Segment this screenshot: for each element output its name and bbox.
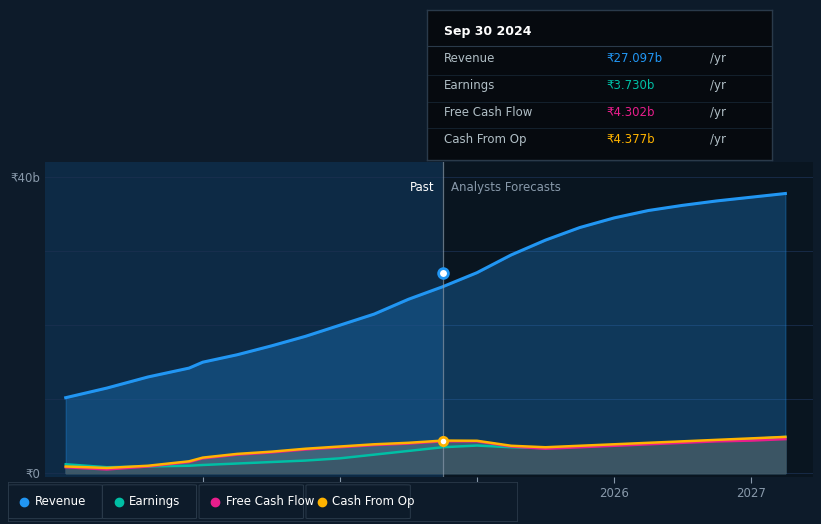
Text: Revenue: Revenue <box>444 52 496 66</box>
Text: Free Cash Flow: Free Cash Flow <box>226 495 314 508</box>
Text: ₹27.097b: ₹27.097b <box>606 52 663 66</box>
Text: ₹4.302b: ₹4.302b <box>606 106 654 119</box>
Text: Sep 30 2024: Sep 30 2024 <box>444 25 532 38</box>
Text: ₹4.377b: ₹4.377b <box>606 133 655 146</box>
Text: Cash From Op: Cash From Op <box>444 133 526 146</box>
Text: /yr: /yr <box>709 133 726 146</box>
Text: Past: Past <box>410 181 434 194</box>
Text: Free Cash Flow: Free Cash Flow <box>444 106 533 119</box>
Text: Earnings: Earnings <box>129 495 181 508</box>
Text: Earnings: Earnings <box>444 79 496 92</box>
Text: /yr: /yr <box>709 52 726 66</box>
Text: Analysts Forecasts: Analysts Forecasts <box>451 181 561 194</box>
Text: ₹3.730b: ₹3.730b <box>606 79 654 92</box>
Bar <box>443 162 813 477</box>
Text: /yr: /yr <box>709 79 726 92</box>
Bar <box>45 162 443 477</box>
Text: /yr: /yr <box>709 106 726 119</box>
Text: Cash From Op: Cash From Op <box>333 495 415 508</box>
Text: Revenue: Revenue <box>34 495 86 508</box>
